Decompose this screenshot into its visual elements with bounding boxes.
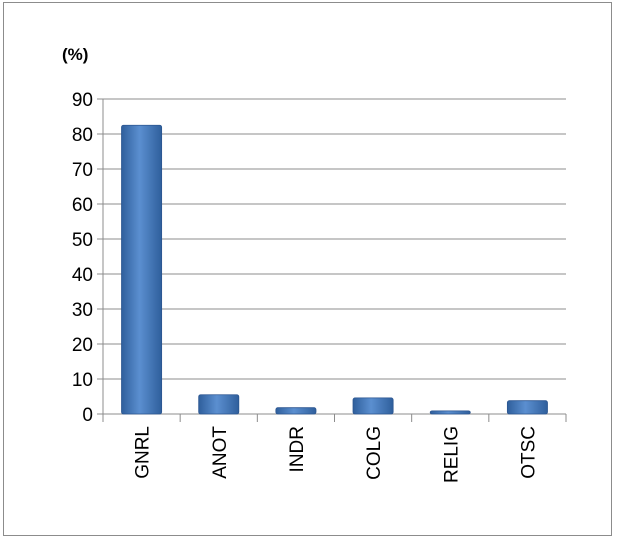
y-tick-label: 60 — [72, 195, 93, 216]
y-tick-label: 50 — [72, 230, 93, 251]
y-tick-label: 90 — [72, 90, 93, 111]
x-category-label: OTSC — [518, 426, 539, 479]
bar-anot — [198, 394, 240, 415]
bar-otsc — [506, 400, 548, 415]
chart-frame — [3, 2, 612, 536]
y-tick-label: 40 — [72, 265, 93, 286]
y-tick-label: 80 — [72, 125, 93, 146]
y-tick-label: 30 — [72, 300, 93, 321]
bar-relig — [429, 410, 471, 415]
x-category-label: ANOT — [210, 426, 231, 479]
y-tick-label: 10 — [72, 370, 93, 391]
y-tick-label: 0 — [82, 405, 93, 426]
x-category-label: COLG — [364, 426, 385, 480]
x-category-label: RELIG — [441, 426, 462, 483]
x-category-label: INDR — [287, 426, 308, 472]
y-tick-label: 70 — [72, 160, 93, 181]
bar-indr — [275, 407, 317, 415]
bar-gnrl — [121, 124, 163, 415]
x-category-label: GNRL — [133, 426, 154, 479]
bar-colg — [352, 397, 394, 415]
bars — [121, 124, 548, 415]
gridlines — [103, 98, 566, 380]
y-tick-label: 20 — [72, 335, 93, 356]
labels: 0 10 20 30 40 50 60 70 80 90 GNRL ANOT INDR COLG RELIG… — [72, 90, 540, 483]
y-unit-label: (%) — [62, 45, 88, 64]
axes — [97, 98, 567, 422]
